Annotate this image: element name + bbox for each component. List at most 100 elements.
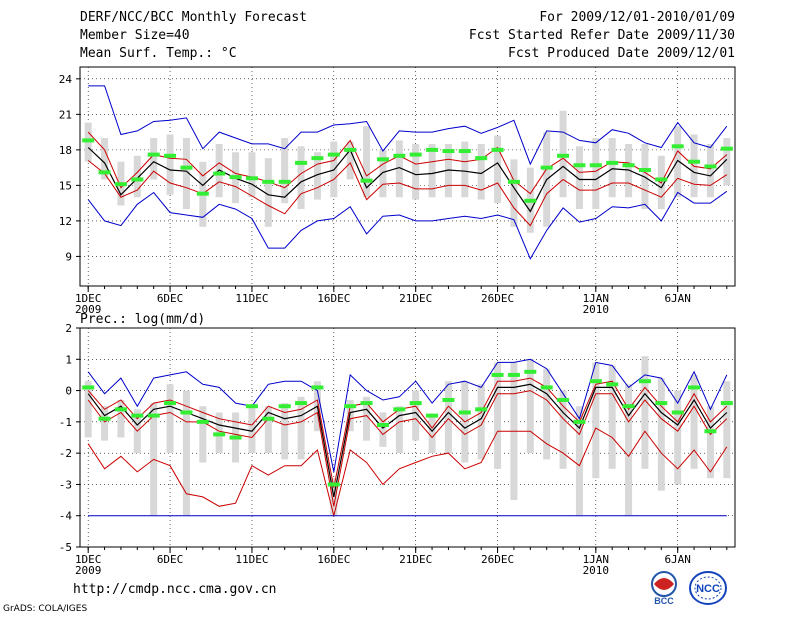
p2-member-box	[543, 368, 551, 460]
p2-observed-point	[475, 407, 488, 412]
p1-observed-point	[458, 149, 471, 154]
p2-member-box	[281, 403, 289, 460]
p2-member-box	[674, 390, 682, 485]
p2-series-min	[87, 427, 728, 516]
p1-member-box	[346, 141, 354, 180]
p2-member-box	[657, 378, 665, 491]
p2-xtick-label: 6JAN	[664, 553, 691, 566]
p1-observed-point	[376, 157, 389, 162]
p1-observed-point	[409, 152, 422, 157]
p2-xtick-label: 1DEC	[75, 553, 102, 566]
p2-observed-point	[278, 404, 291, 409]
p2-member-box	[477, 384, 485, 460]
p2-observed-point	[524, 369, 537, 374]
p1-observed-point	[164, 153, 177, 158]
p2-ytick-label: -3	[59, 478, 72, 491]
p1-xtick-label: 1DEC	[75, 292, 102, 305]
produced-date: Fcst Produced Date 2009/12/01	[508, 46, 735, 61]
p2-observed-point	[229, 435, 242, 440]
p2-member-box	[182, 390, 190, 516]
p2-observed-point	[164, 401, 177, 406]
p1-member-box	[133, 155, 141, 198]
p2-member-box	[101, 406, 109, 441]
p1-member-box	[150, 138, 158, 180]
p2-xtick-sublabel: 2009	[75, 564, 102, 577]
p2-member-box	[117, 399, 125, 438]
p1-observed-point	[311, 156, 324, 161]
p2-ytick-label: 2	[65, 322, 72, 335]
p2-member-box	[428, 415, 436, 454]
p2-frame	[79, 327, 736, 548]
p1-ytick-label: 9	[65, 250, 72, 263]
p2-observed-point	[131, 413, 144, 418]
p2-observed-point	[114, 407, 127, 412]
ncc-logo: NCC	[688, 570, 728, 606]
p1-observed-point	[196, 191, 209, 196]
p1-member-box	[101, 138, 109, 180]
p2-observed-point	[360, 401, 373, 406]
p2-observed-point	[573, 419, 586, 424]
p2-observed-point	[720, 401, 733, 406]
p1-member-box	[592, 138, 600, 210]
p1-observed-point	[295, 160, 308, 165]
p1-member-box	[248, 152, 256, 198]
p2-xtick-label: 21DEC	[399, 553, 432, 566]
p1-observed-point	[114, 182, 127, 187]
p1-observed-point	[229, 175, 242, 180]
p2-ytick-label: -4	[59, 510, 73, 523]
p1-ytick-label: 18	[59, 144, 72, 157]
p1-xtick-sublabel: 2009	[75, 303, 102, 316]
p2-xtick-label: 1JAN	[583, 553, 610, 566]
p2-member-box	[575, 406, 583, 516]
p2-observed-point	[688, 385, 701, 390]
source-url[interactable]: http://cmdp.ncc.cma.gov.cn	[73, 582, 277, 597]
p1-observed-point	[262, 179, 275, 184]
p1-observed-point	[180, 165, 193, 170]
p2-observed-point	[376, 422, 389, 427]
p1-observed-point	[245, 176, 258, 181]
p1-xtick-label: 11DEC	[235, 292, 268, 305]
p1-observed-point	[540, 165, 553, 170]
p2-ytick-label: -5	[59, 541, 72, 554]
p2-ytick-label: -1	[59, 416, 72, 429]
p2-member-box	[363, 396, 371, 441]
p2-observed-point	[245, 404, 258, 409]
bcc-logo-text: BCC	[654, 596, 674, 606]
p1-member-box	[395, 140, 403, 198]
p1-member-box	[264, 158, 272, 227]
p1-observed-point	[475, 156, 488, 161]
p1-ytick-label: 24	[59, 73, 73, 86]
p1-xtick-label: 21DEC	[399, 292, 432, 305]
p1-member-box	[166, 134, 174, 195]
p1-frame	[79, 66, 736, 287]
p1-observed-point	[638, 167, 651, 172]
variable-label: Mean Surf. Temp.: °C	[80, 46, 237, 61]
p1-ytick-label: 15	[59, 179, 72, 192]
p2-ytick-label: -2	[59, 447, 72, 460]
p1-member-box	[706, 143, 714, 198]
p1-member-box	[281, 138, 289, 204]
p2-member-box	[608, 365, 616, 469]
p2-member-box	[494, 362, 502, 469]
chart-title: DERF/NCC/BCC Monthly Forecast	[80, 10, 307, 25]
p1-series-upper	[87, 131, 728, 195]
start-date: Fcst Started Refer Date 2009/11/30	[468, 28, 735, 43]
p1-observed-point	[720, 146, 733, 151]
p2-observed-point	[213, 432, 226, 437]
p2-observed-point	[638, 379, 651, 384]
p2-observed-point	[82, 385, 95, 390]
p1-member-box	[494, 135, 502, 204]
p2-observed-point	[458, 410, 471, 415]
p2-observed-point	[655, 401, 668, 406]
p1-observed-point	[147, 152, 160, 157]
p2-member-box	[412, 390, 420, 441]
p2-observed-point	[196, 419, 209, 424]
p1-observed-point	[671, 144, 684, 149]
ncc-logo-text: NCC	[696, 583, 720, 595]
p2-xtick-label: 16DEC	[317, 553, 350, 566]
p1-xtick-sublabel: 2010	[583, 303, 610, 316]
p1-observed-point	[98, 170, 111, 175]
p1-ytick-label: 12	[59, 215, 72, 228]
p1-member-box	[313, 152, 321, 200]
